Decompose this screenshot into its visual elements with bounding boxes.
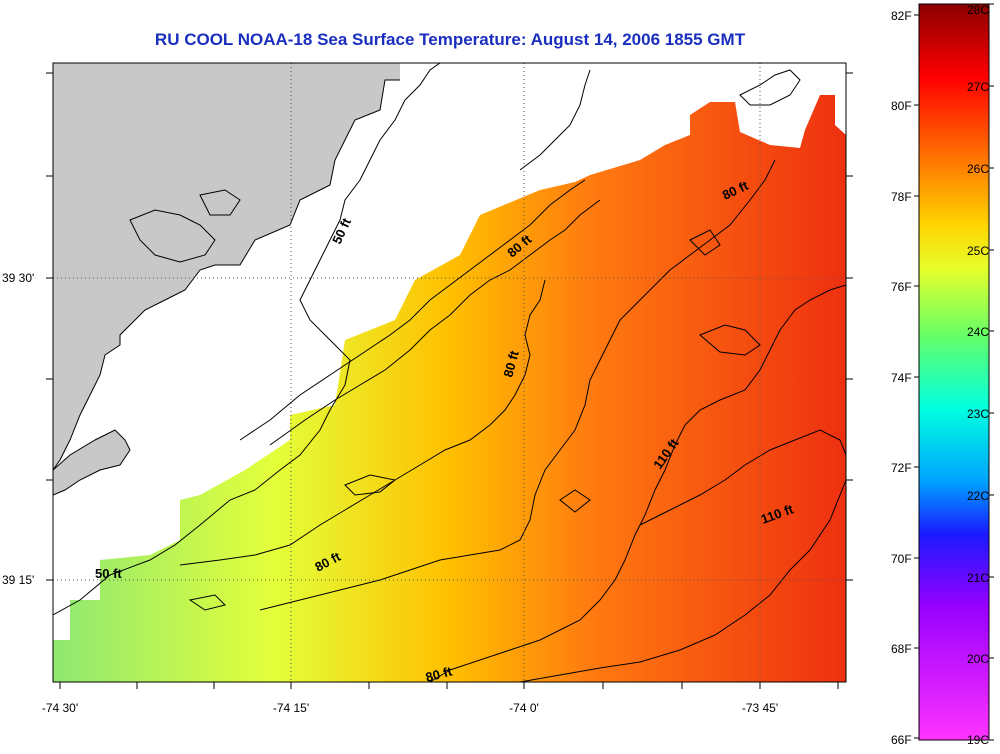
colorbar-c-label-21: 21C [967, 571, 989, 585]
bathymetry-contours [53, 63, 846, 682]
colorbar-f-label-70: 70F [891, 552, 912, 566]
lon-label-74-30: -74 30' [42, 701, 78, 715]
land-mass-south [53, 430, 130, 495]
colorbar-f-label-66: 66F [891, 733, 912, 747]
graticule [53, 63, 846, 682]
colorbar-f-label-80: 80F [891, 99, 912, 113]
lon-label-74-0: -74 0' [509, 701, 539, 715]
sst-field [53, 95, 846, 682]
lon-label-73-45: -73 45' [742, 701, 778, 715]
lat-label-39-15: 39 15' [2, 573, 34, 587]
colorbar [918, 3, 990, 741]
colorbar-ticks [914, 3, 994, 741]
colorbar-f-label-82: 82F [891, 9, 912, 23]
colorbar-c-label-28: 28C [967, 3, 989, 17]
colorbar-c-label-23: 23C [967, 407, 989, 421]
colorbar-f-label-72: 72F [891, 461, 912, 475]
colorbar-f-label-68: 68F [891, 642, 912, 656]
colorbar-c-label-22: 22C [967, 489, 989, 503]
map-title: RU COOL NOAA-18 Sea Surface Temperature:… [154, 30, 746, 49]
colorbar-c-label-24: 24C [967, 325, 989, 339]
lat-label-39-30: 39 30' [2, 271, 34, 285]
axis-ticks [46, 72, 853, 689]
colorbar-c-label-25: 25C [967, 244, 989, 258]
coastline [53, 79, 400, 496]
colorbar-c-label-19: 19C [967, 733, 989, 747]
colorbar-c-label-26: 26C [967, 162, 989, 176]
contour-label-50ft-south: 50 ft [95, 566, 122, 581]
colorbar-c-label-27: 27C [967, 80, 989, 94]
colorbar-c-label-20: 20C [967, 652, 989, 666]
contour-label-80ft-middle: 80 ft [500, 348, 522, 378]
lon-label-74-15: -74 15' [273, 701, 309, 715]
map-frame [52, 62, 847, 683]
colorbar-f-label-78: 78F [891, 190, 912, 204]
contour-label-80ft-bottom: 80 ft [424, 663, 454, 685]
land-mass [53, 63, 400, 470]
colorbar-f-label-76: 76F [891, 280, 912, 294]
colorbar-f-label-74: 74F [891, 371, 912, 385]
